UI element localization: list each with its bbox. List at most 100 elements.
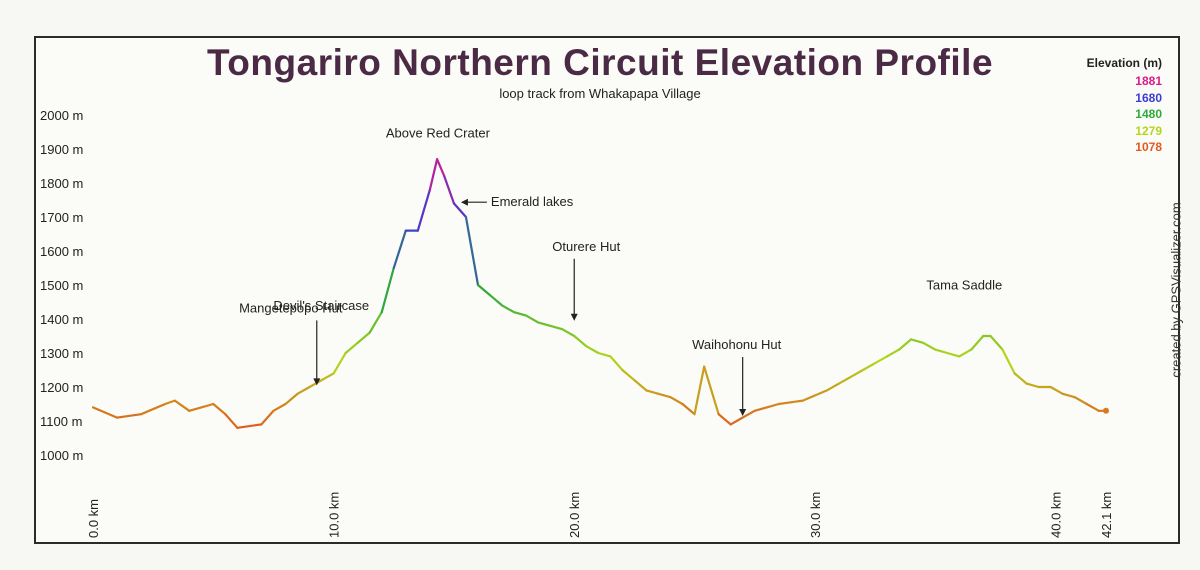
profile-segment <box>897 338 913 351</box>
profile-segment <box>284 392 299 406</box>
profile-segment <box>320 372 335 382</box>
profile-segment <box>633 379 648 392</box>
legend-item-1480: 1480 <box>1135 107 1162 121</box>
profile-segment <box>1025 382 1040 389</box>
profile-segment <box>115 413 143 419</box>
annotation-label: Above Red Crater <box>386 125 491 140</box>
profile-segment <box>837 375 853 385</box>
profile-segment <box>789 399 804 404</box>
profile-segment <box>392 229 407 270</box>
annotation-label: Tama Saddle <box>926 277 1002 292</box>
x-tick-label: 30.0 km <box>808 492 823 538</box>
profile-segment <box>681 402 696 416</box>
elevation-legend: Elevation (m) 1881 1680 1480 1279 1078 <box>1052 56 1162 156</box>
profile-segment <box>488 294 504 307</box>
profile-segment <box>476 283 492 297</box>
profile-segment <box>777 401 792 406</box>
profile-segment <box>609 355 624 372</box>
annotation-arrowhead <box>460 198 468 206</box>
profile-segment <box>621 368 636 382</box>
profile-segment <box>753 406 768 412</box>
x-tick-label: 0.0 km <box>86 499 101 538</box>
profile-segment <box>922 341 937 351</box>
profile-segment <box>1085 402 1100 412</box>
y-tick-label: 1100 m <box>40 414 82 429</box>
annotation-arrowhead <box>570 313 578 321</box>
profile-segment <box>380 266 395 314</box>
profile-segment <box>970 334 985 351</box>
annotation-arrowhead <box>739 409 747 416</box>
profile-segment <box>669 396 684 406</box>
legend-item-1279: 1279 <box>1135 123 1162 138</box>
profile-segment <box>296 385 311 395</box>
profile-segment <box>946 351 961 358</box>
profile-segment <box>813 389 828 397</box>
profile-segment <box>416 188 431 232</box>
profile-segment <box>549 324 564 331</box>
profile-segment <box>765 402 780 409</box>
profile-segment <box>200 402 215 409</box>
legend-item-1680: 1680 <box>1135 90 1162 105</box>
profile-segment <box>140 402 167 416</box>
chart-title: Tongariro Northern Circuit Elevation Pro… <box>206 42 994 83</box>
profile-segment <box>561 328 576 338</box>
y-tick-label: 1200 m <box>40 380 83 395</box>
profile-segment <box>464 215 480 287</box>
profile-segment <box>693 365 706 416</box>
x-tick-label: 40.0 km <box>1048 492 1063 538</box>
profile-segment <box>188 406 203 412</box>
x-tick-label: 10.0 km <box>327 492 342 538</box>
profile-segment <box>272 402 287 412</box>
profile-segment <box>368 311 383 334</box>
chart-frame <box>34 36 1180 544</box>
profile-segment <box>525 314 540 324</box>
profile-segment <box>1073 396 1088 406</box>
legend-title: Elevation (m) <box>1086 56 1162 70</box>
profile-segment <box>428 158 439 191</box>
y-tick-label: 1500 m <box>40 278 83 293</box>
y-tick-label: 1700 m <box>40 210 83 225</box>
profile-segment <box>1061 392 1076 399</box>
profile-segment <box>989 334 1004 351</box>
profile-segment <box>443 175 456 205</box>
y-tick-label: 1000 m <box>40 448 83 463</box>
profile-segment <box>958 348 973 358</box>
profile-segment <box>344 341 359 355</box>
profile-segment <box>597 351 612 358</box>
profile-segment <box>224 413 239 429</box>
profile-segment <box>717 413 732 426</box>
profile-segment <box>885 348 901 358</box>
annotation-label: Oturere Hut <box>552 239 620 254</box>
x-tick-label: 42.1 km <box>1099 492 1114 538</box>
x-tick-label: 20.0 km <box>567 492 582 538</box>
profile-segment <box>873 355 889 365</box>
profile-segment <box>356 331 371 344</box>
y-tick-label: 1600 m <box>40 244 83 259</box>
profile-segment <box>729 416 744 426</box>
profile-segment <box>703 365 720 416</box>
y-tick-label: 1400 m <box>40 312 83 327</box>
profile-segment <box>91 406 119 419</box>
profile-segment <box>741 409 756 419</box>
annotation-arrowhead <box>313 378 321 386</box>
profile-segment <box>537 321 552 327</box>
profile-segment <box>1013 372 1028 385</box>
profile-segment <box>236 423 263 429</box>
annotation-label: Mangetepopo Hut <box>239 300 343 315</box>
y-tick-label: 1900 m <box>40 142 83 157</box>
y-tick-label: 1300 m <box>40 346 83 361</box>
profile-segment <box>657 392 672 399</box>
profile-segment <box>861 362 877 372</box>
legend-item-1881: 1881 <box>1135 74 1162 88</box>
profile-segment <box>308 379 323 389</box>
y-tick-label: 1800 m <box>40 176 83 191</box>
profile-segment <box>1001 348 1016 375</box>
profile-segment <box>849 368 865 378</box>
profile-segment <box>164 399 176 406</box>
annotation-label: Waihohonu Hut <box>692 337 782 352</box>
profile-segment <box>332 351 347 375</box>
profile-segment <box>173 399 191 412</box>
y-tick-label: 2000 m <box>40 108 83 123</box>
profile-segment <box>1049 385 1064 395</box>
end-point-marker <box>1103 407 1109 414</box>
